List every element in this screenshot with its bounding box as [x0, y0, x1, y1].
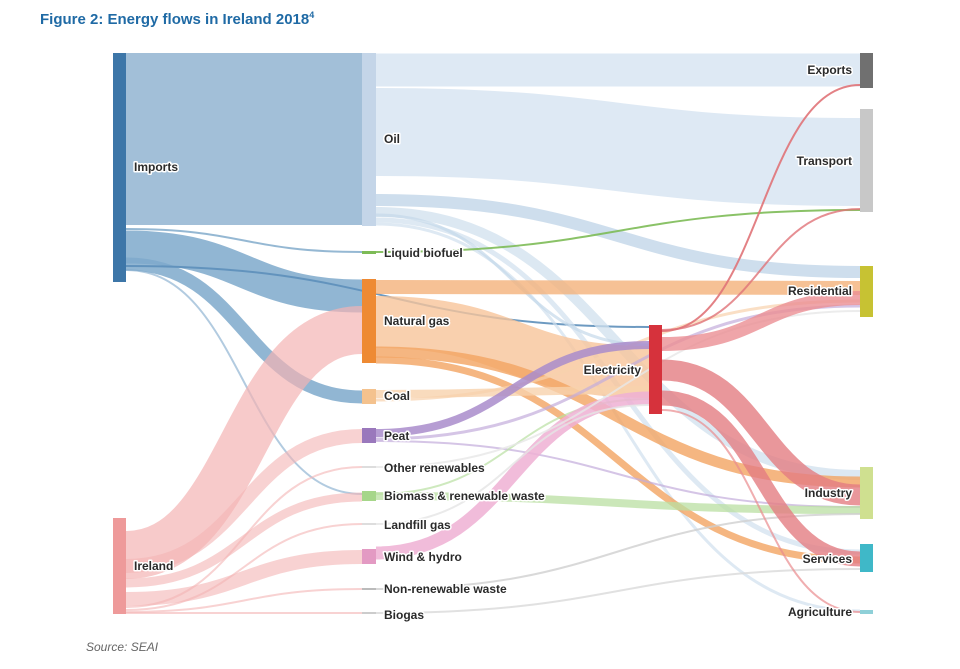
- link-ireland-to-biomass: [125, 492, 363, 588]
- link-liquid_biofuel-to-transport: [375, 209, 861, 253]
- link-electricity-to-transport: [661, 208, 861, 331]
- link-oil-to-electricity: [375, 213, 650, 347]
- node-liquid-biofuel: [362, 251, 376, 254]
- figure-title: Figure 2: Energy flows in Ireland 20184: [40, 10, 314, 28]
- node-residential: [860, 266, 873, 317]
- link-electricity-to-residential: [661, 291, 861, 351]
- node-transport: [860, 109, 873, 212]
- link-ireland-to-landfill_gas: [125, 523, 363, 611]
- node-ireland: [113, 518, 126, 614]
- node-non-renewable-waste: [362, 588, 376, 590]
- node-electricity: [649, 325, 662, 414]
- link-natural_gas-to-services: [375, 356, 861, 564]
- link-non_renewable_waste-to-industry: [375, 513, 861, 590]
- node-imports: [113, 53, 126, 282]
- link-biogas-to-services: [375, 568, 861, 614]
- link-imports-to-liquid_biofuel: [125, 228, 363, 253]
- figure-title-footnote: 4: [309, 10, 315, 20]
- node-exports: [860, 53, 873, 88]
- label-biogas: Biogas: [384, 608, 424, 622]
- label-imports: Imports: [134, 160, 178, 174]
- node-landfill-gas: [362, 523, 376, 525]
- link-ireland-to-wind_hydro: [125, 550, 363, 606]
- label-biomass: Biomass & renewable waste: [384, 489, 545, 503]
- link-electricity-to-agriculture: [661, 409, 861, 613]
- link-imports-to-biomass: [125, 269, 363, 495]
- label-non-renewable-waste: Non-renewable waste: [384, 582, 507, 596]
- label-ireland: Ireland: [134, 559, 173, 573]
- label-residential: Residential: [788, 284, 852, 298]
- label-landfill-gas: Landfill gas: [384, 518, 451, 532]
- label-coal: Coal: [384, 389, 410, 403]
- node-oil: [362, 53, 376, 226]
- label-electricity: Electricity: [584, 363, 642, 377]
- label-exports: Exports: [807, 63, 852, 77]
- node-wind-hydro: [362, 549, 376, 564]
- link-natural_gas-to-electricity: [375, 296, 650, 398]
- label-natural-gas: Natural gas: [384, 314, 450, 328]
- node-labels: Imports Ireland Oil Liquid biofuel Natural g…: [133, 62, 854, 624]
- label-agriculture: Agriculture: [788, 605, 852, 619]
- link-peat-to-electricity: [375, 341, 650, 437]
- figure-title-text: Figure 2: Energy flows in Ireland 2018: [40, 11, 310, 28]
- link-ireland-to-other_renewables: [125, 466, 363, 608]
- label-liquid-biofuel: Liquid biofuel: [384, 246, 463, 260]
- link-ireland-to-peat: [125, 429, 363, 573]
- flow-links: [124, 53, 861, 614]
- node-coal: [362, 389, 376, 404]
- link-wind_hydro-to-electricity: [375, 391, 650, 560]
- node-biogas: [362, 612, 376, 614]
- link-natural_gas-to-residential: [375, 280, 861, 295]
- label-transport: Transport: [797, 154, 852, 168]
- node-services: [860, 544, 873, 572]
- link-oil-to-transport: [375, 88, 861, 206]
- label-industry: Industry: [805, 486, 853, 500]
- link-imports-to-coal: [125, 257, 363, 404]
- label-wind-hydro: Wind & hydro: [384, 550, 462, 564]
- link-landfill_gas-to-electricity: [375, 404, 650, 525]
- node-other-renewables: [362, 466, 376, 468]
- node-agriculture: [860, 610, 873, 614]
- node-peat: [362, 428, 376, 443]
- node-industry: [860, 467, 873, 519]
- label-other-renewables: Other renewables: [384, 461, 485, 475]
- node-natural-gas: [362, 279, 376, 363]
- link-natural_gas-to-industry: [375, 346, 861, 488]
- label-peat: Peat: [384, 429, 409, 443]
- flow-nodes: [113, 53, 873, 614]
- link-electricity-to-industry: [661, 359, 861, 506]
- link-oil-to-residential: [375, 194, 861, 278]
- source-note: Source: SEAI: [86, 640, 159, 654]
- label-oil: Oil: [384, 132, 400, 146]
- node-biomass: [362, 491, 376, 501]
- link-electricity-to-exports: [661, 84, 861, 332]
- label-services: Services: [803, 552, 853, 566]
- link-electricity-to-services: [661, 390, 861, 567]
- link-ireland-to-non_renewable_waste: [125, 588, 363, 613]
- link-ireland-to-natural_gas: [124, 306, 364, 579]
